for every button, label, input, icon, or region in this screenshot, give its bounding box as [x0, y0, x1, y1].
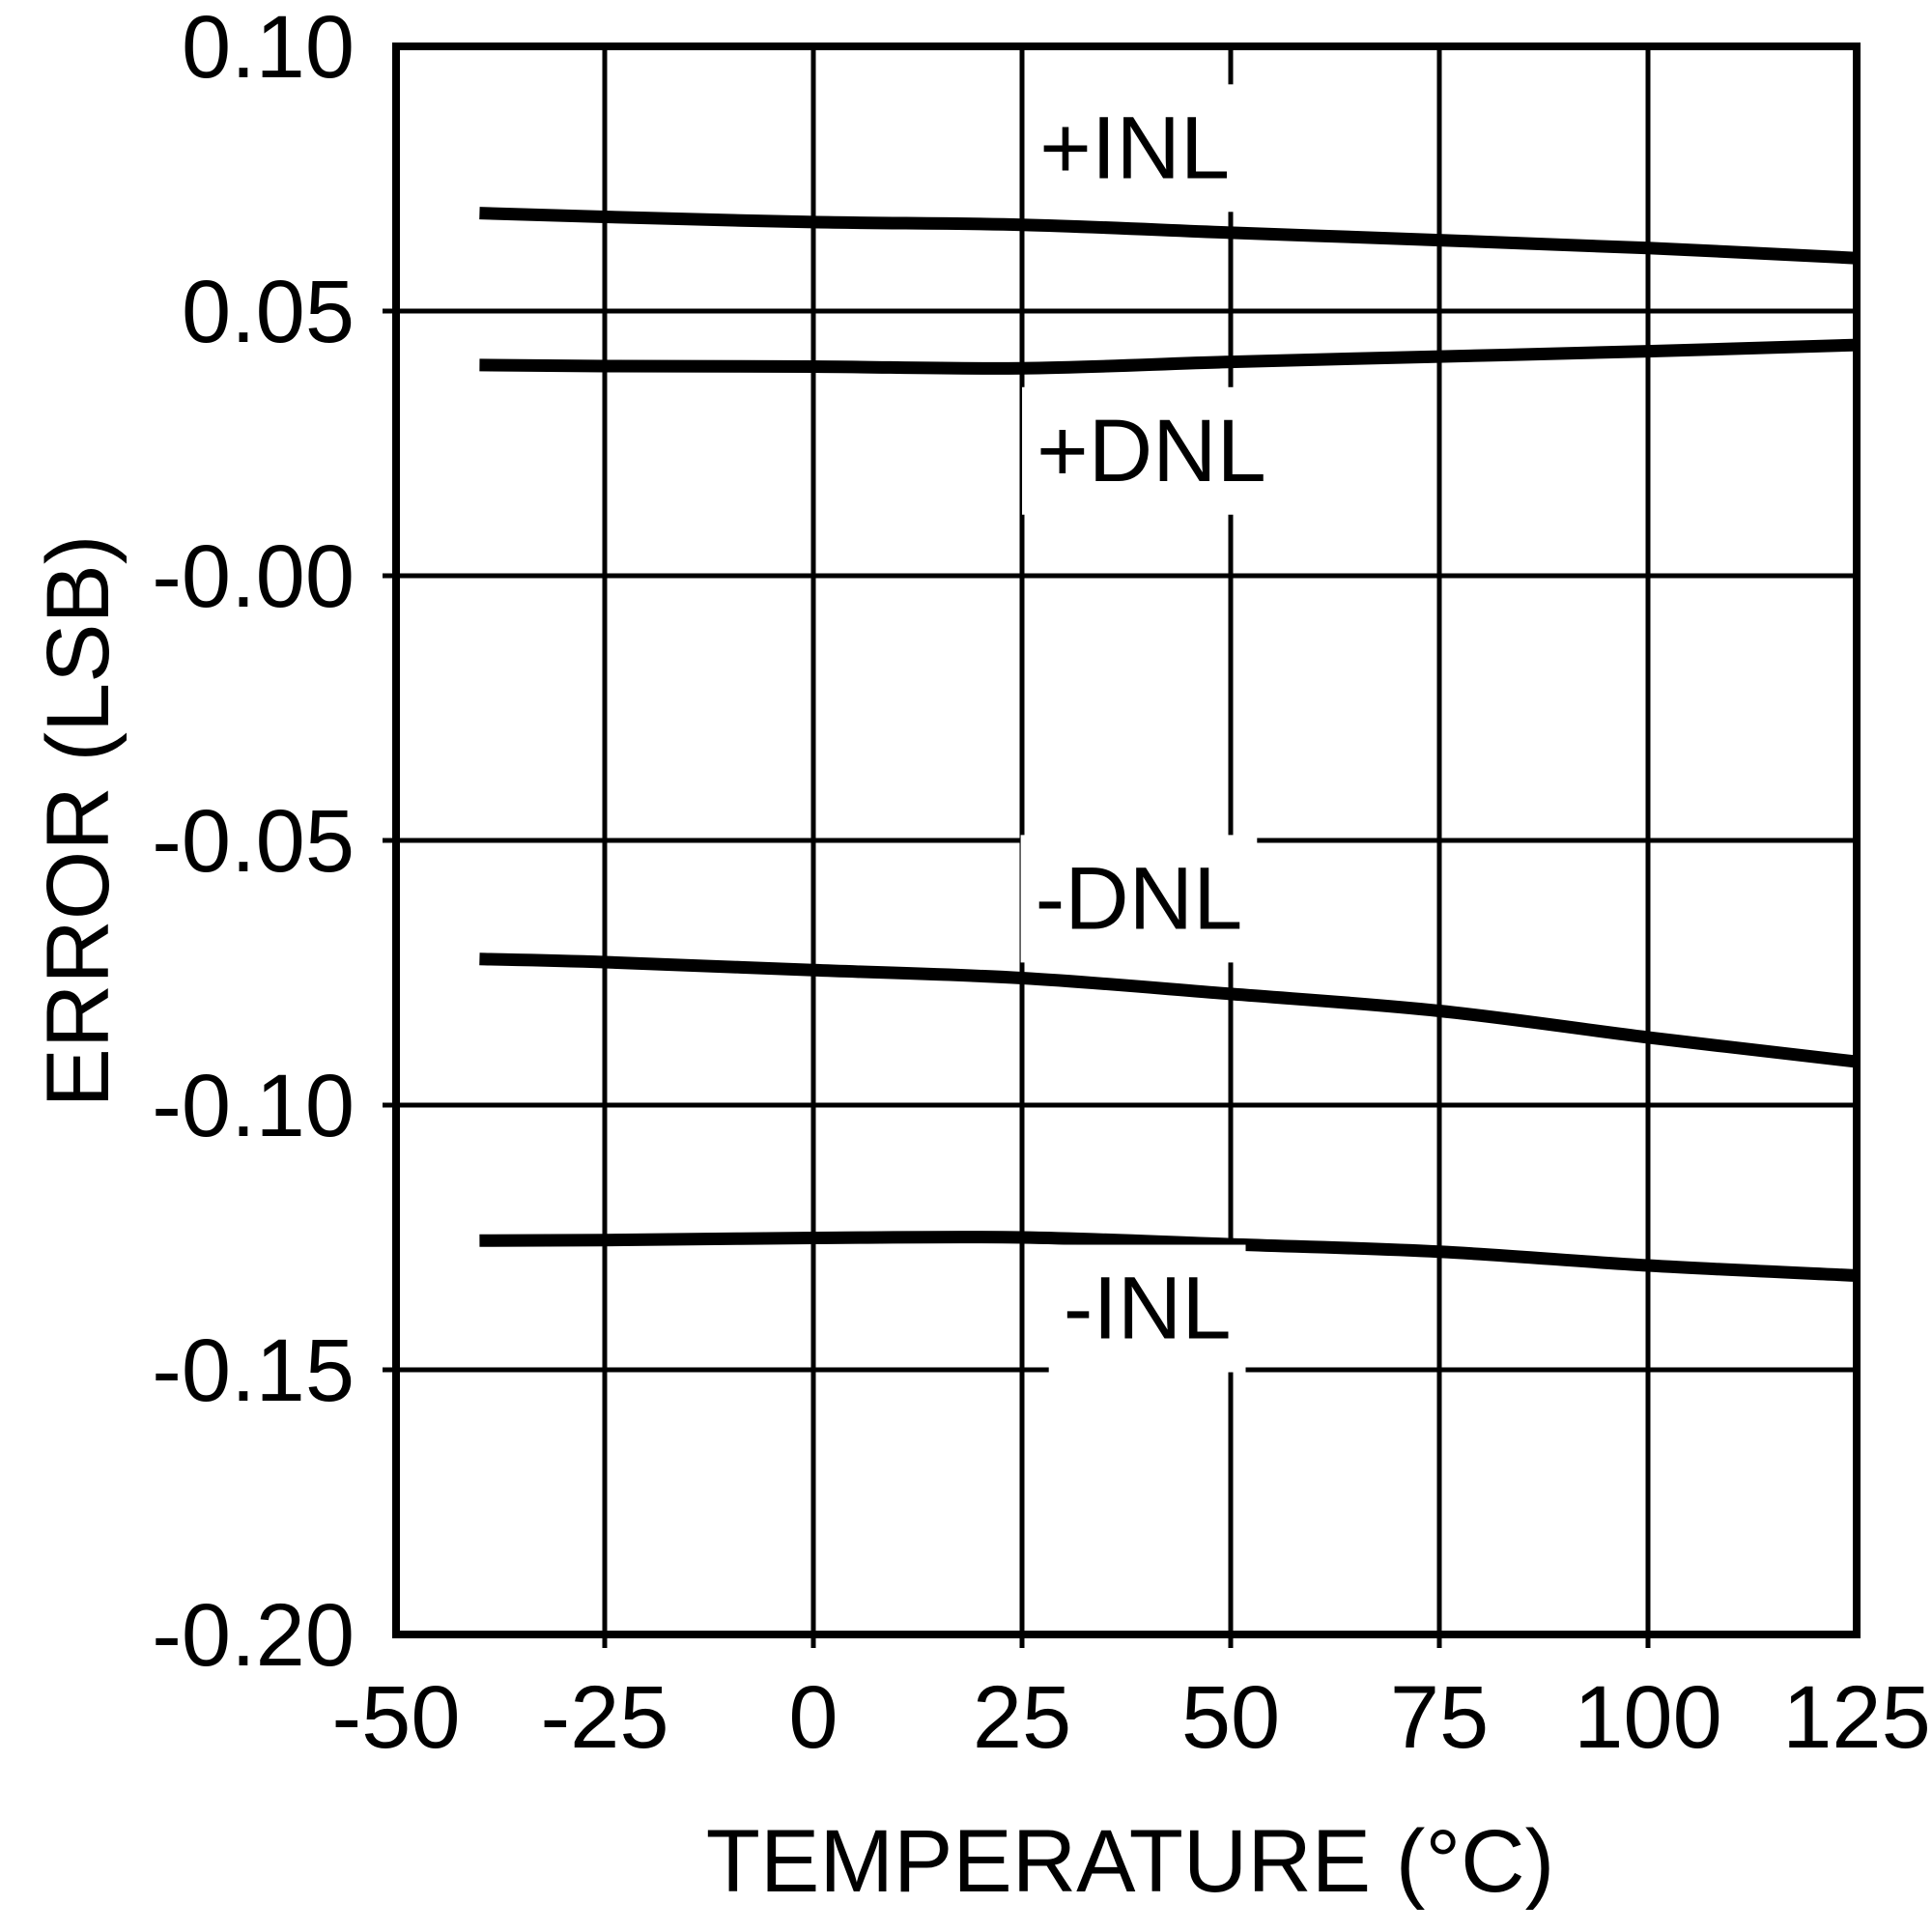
curve-plusminus-dnl	[479, 338, 1858, 375]
curve-label-backdrop	[1022, 386, 1281, 515]
y-tick-label: -0.05	[152, 792, 355, 891]
x-tick-label: -25	[541, 1668, 669, 1767]
x-axis-title: TEMPERATURE (°C)	[706, 1812, 1554, 1911]
curve-label-plusminus-dnl: +DNL	[1037, 402, 1266, 500]
x-tick-label: 75	[1390, 1668, 1489, 1767]
curve-plusminus-inl	[479, 207, 1858, 265]
axis-text-layer: TEMPERATURE (°C) ERROR (LSB)	[29, 535, 1554, 1912]
y-tick-label: 0.05	[182, 263, 355, 361]
x-tick-label: 25	[973, 1668, 1071, 1767]
y-tick-label: -0.10	[152, 1057, 355, 1155]
curve-minus-inl	[479, 1231, 1858, 1282]
y-tick-label: 0.10	[182, 0, 355, 97]
x-tick-label: 0	[788, 1668, 838, 1767]
curve-label-backdrop	[1048, 1244, 1246, 1373]
x-tick-label: -50	[332, 1668, 461, 1767]
y-axis-title: ERROR (LSB)	[29, 535, 128, 1108]
curve-label-backdrop	[1020, 835, 1258, 963]
x-tick-label: 50	[1181, 1668, 1280, 1767]
curve-minus-dnl	[479, 952, 1858, 1068]
y-tick-label: -0.20	[152, 1586, 355, 1685]
y-tick-label: -0.00	[152, 527, 355, 626]
curve-label-plusminus-inl: +INL	[1039, 99, 1230, 197]
curve-label-backdrop	[1025, 84, 1245, 213]
curve-label-minus-dnl: -DNL	[1036, 849, 1243, 948]
curve-layer	[479, 207, 1858, 1282]
plot-border	[392, 43, 1861, 1638]
y-tick-label: -0.15	[152, 1321, 355, 1420]
label-layer: +INL +DNL -DNL -INL -50 -25 0 25 50 75 100 125 0.10 0…	[152, 0, 1930, 1767]
x-tick-label: 125	[1782, 1668, 1931, 1767]
curve-label-minus-inl: -INL	[1064, 1260, 1232, 1358]
x-tick-label: 100	[1574, 1668, 1722, 1767]
